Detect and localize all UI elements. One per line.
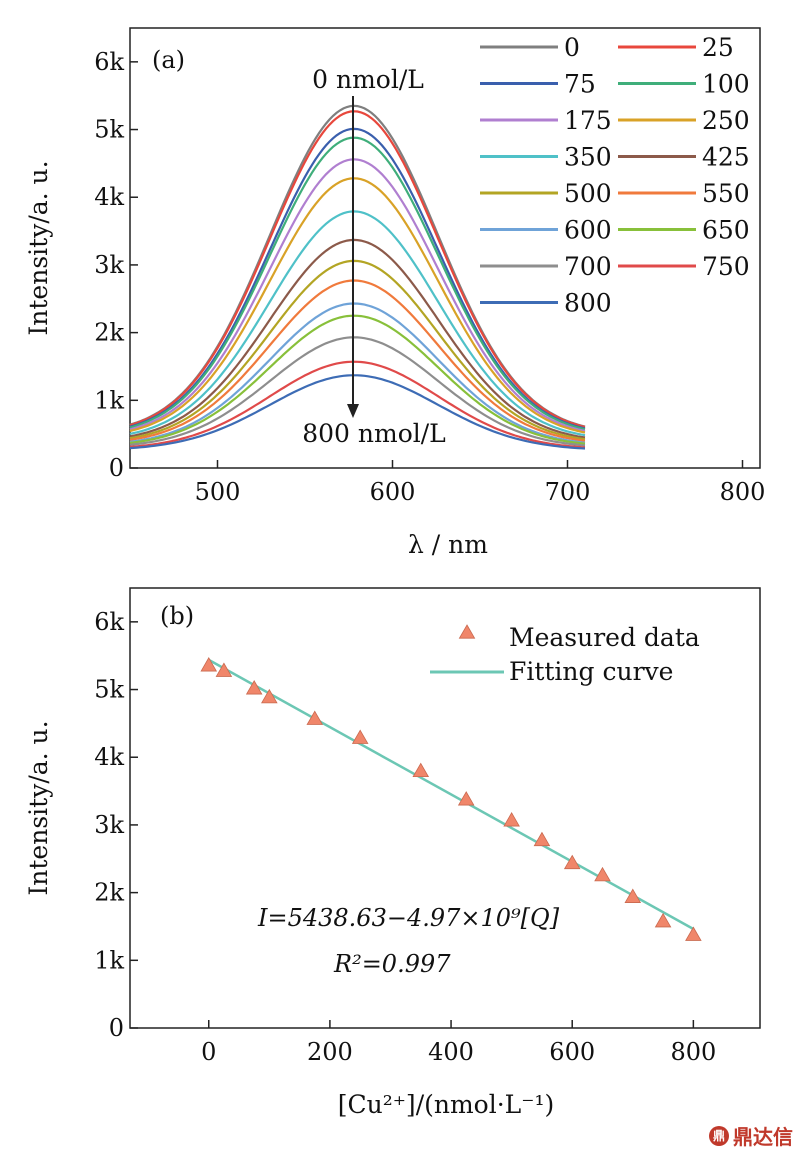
panel-a-frame (129, 27, 761, 469)
panel-b-xtick-label: 200 (307, 1038, 353, 1066)
legend-label-100: 100 (702, 70, 750, 99)
emission-curve-500 (129, 259, 586, 441)
panel-a-ytick-label: 2k (94, 319, 124, 347)
panel-a-label: (a) (152, 46, 185, 74)
measured-point (563, 854, 581, 870)
measured-point (624, 888, 642, 903)
panel-b-label: (b) (160, 602, 194, 630)
panel-a-ytick-label: 4k (94, 183, 124, 211)
legend-label-650: 650 (702, 216, 750, 245)
measured-point (245, 680, 263, 695)
panel-a: 500 600 700 800 0 1k 2k 3k 4k 5k 6k 0 25 75 100 175 250… (24, 27, 765, 559)
panel-b-data (200, 657, 702, 941)
legend-marker-measured (458, 624, 476, 639)
legend-label-550: 550 (702, 179, 750, 208)
emission-curve-75 (129, 127, 586, 430)
emission-curve-550 (129, 279, 586, 442)
measured-point (457, 791, 475, 806)
panel-b-ytick-label: 3k (94, 811, 124, 839)
panel-b-xtick-label: 800 (670, 1038, 716, 1066)
panel-a-legend: 0 25 75 100 175 250 350 425 500 550 600 650 700 750 80… (480, 33, 750, 318)
panel-b-ytick-label: 2k (94, 879, 124, 907)
legend-label-75: 75 (564, 70, 596, 99)
panel-a-ytick-label: 6k (94, 48, 124, 76)
panel-a-xlabel: λ / nm (408, 530, 488, 559)
measured-point (654, 912, 672, 928)
emission-curve-350 (129, 210, 586, 437)
legend-label-175: 175 (564, 106, 612, 135)
measured-point (215, 662, 233, 677)
emission-curve-250 (129, 177, 586, 434)
panel-b-ytick-label: 6k (94, 608, 124, 636)
watermark-mark-icon: 鼎 (709, 1125, 729, 1146)
panel-a-ytick-label: 3k (94, 251, 124, 279)
legend-label-fitting: Fitting curve (509, 657, 673, 686)
panel-b-xtick-label: 0 (201, 1038, 216, 1066)
legend-label-250: 250 (702, 106, 750, 135)
panel-b-xtick-label: 600 (549, 1038, 595, 1066)
panel-b-ytick-label: 4k (94, 743, 124, 771)
panel-b-ticks: 0 200 400 600 800 0 1k 2k 3k 4k 5k 6k (94, 608, 716, 1066)
measured-point (412, 762, 430, 778)
legend-label-600: 600 (564, 216, 612, 245)
panel-a-xtick-label: 600 (370, 478, 416, 506)
measured-point (685, 926, 702, 941)
emission-curve-650 (129, 314, 586, 445)
panel-b-ylabel: Intensity/a. u. (24, 720, 53, 895)
panel-b-frame (129, 587, 761, 1029)
panel-b-xlabel: [Cu²⁺]/(nmol·L⁻¹) (338, 1090, 555, 1119)
legend-label-0: 0 (564, 33, 580, 62)
panel-a-curves (129, 104, 586, 450)
watermark-logo: 鼎 鼎达信 (709, 1121, 793, 1150)
panel-b-xtick-label: 400 (428, 1038, 474, 1066)
emission-curve-800 (129, 374, 586, 450)
emission-curve-750 (129, 360, 586, 449)
panel-b-ytick-label: 0 (109, 1014, 124, 1042)
legend-label-measured: Measured data (509, 623, 700, 652)
legend-label-800: 800 (564, 289, 612, 318)
measured-point (200, 657, 218, 672)
measured-point (503, 812, 520, 827)
panel-a-xtick-label: 500 (195, 478, 241, 506)
emission-curve-100 (129, 136, 586, 431)
emission-curve-175 (129, 158, 586, 433)
legend-label-700: 700 (564, 252, 612, 281)
legend-label-25: 25 (702, 33, 734, 62)
panel-b-legend: Measured data Fitting curve (430, 623, 700, 686)
fitting-curve-line (208, 658, 694, 931)
panel-a-ytick-label: 5k (94, 116, 124, 144)
fit-equation: I=5438.63−4.97×10⁹[Q] (257, 904, 560, 932)
panel-a-ylabel: Intensity/a. u. (24, 160, 53, 335)
emission-curve-700 (129, 336, 586, 447)
panel-b-ytick-label: 5k (94, 676, 124, 704)
measured-point (261, 688, 278, 704)
legend-label-500: 500 (564, 179, 612, 208)
annotation-bottom: 800 nmol/L (302, 419, 446, 448)
watermark-text: 鼎达信 (733, 1125, 793, 1149)
measured-point (594, 866, 611, 882)
panel-a-ticks: 500 600 700 800 0 1k 2k 3k 4k 5k 6k (94, 48, 765, 506)
measured-point (533, 831, 551, 847)
emission-curve-25 (129, 110, 586, 429)
legend-label-750: 750 (702, 252, 750, 281)
emission-curve-600 (129, 302, 586, 444)
annotation-top: 0 nmol/L (312, 65, 424, 94)
panel-a-ytick-label: 0 (109, 454, 124, 482)
r-squared: R²=0.997 (333, 950, 451, 978)
concentration-arrow (347, 96, 359, 418)
legend-label-425: 425 (702, 143, 750, 172)
legend-label-350: 350 (564, 143, 612, 172)
measured-point (306, 710, 324, 725)
panel-b: 0 200 400 600 800 0 1k 2k 3k 4k 5k 6k Measured data… (24, 587, 761, 1119)
panel-a-xtick-label: 700 (545, 478, 591, 506)
panel-a-xtick-label: 800 (720, 478, 766, 506)
measured-point (351, 729, 369, 744)
panel-b-ytick-label: 1k (94, 946, 124, 974)
emission-curve-425 (129, 238, 586, 439)
panel-a-ytick-label: 1k (94, 386, 124, 414)
